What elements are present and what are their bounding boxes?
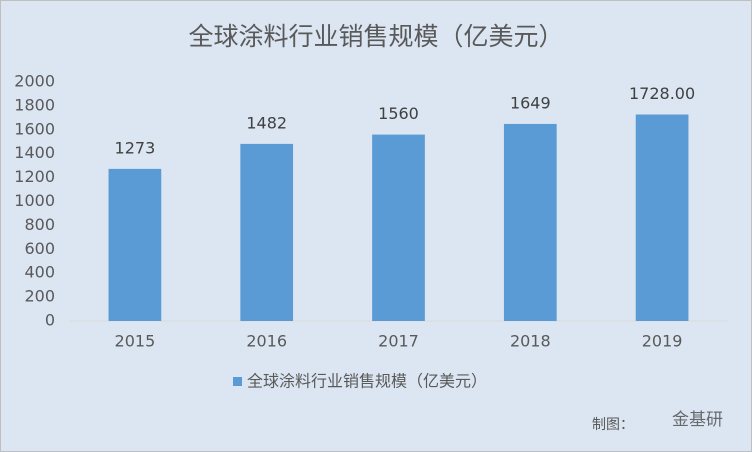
legend-label: 全球涂料行业销售规模（亿美元） [247, 372, 487, 391]
data-label: 1728.00 [629, 84, 695, 103]
x-tick-label: 2016 [246, 332, 287, 351]
y-tick-label: 800 [24, 215, 55, 234]
bar [108, 168, 162, 321]
y-tick-label: 600 [24, 239, 55, 258]
legend-swatch [233, 377, 242, 386]
y-tick-label: 1400 [14, 143, 55, 162]
bar [635, 114, 689, 321]
y-tick-label: 1600 [14, 119, 55, 138]
y-tick-label: 400 [24, 263, 55, 282]
watermark: 金基研 [672, 410, 723, 430]
data-label: 1273 [115, 138, 156, 157]
y-tick-label: 1000 [14, 191, 55, 210]
x-tick-label: 2017 [378, 332, 419, 351]
data-label: 1482 [246, 113, 287, 132]
x-tick-label: 2015 [115, 332, 156, 351]
x-tick-label: 2018 [510, 332, 551, 351]
data-label: 1560 [378, 104, 419, 123]
y-tick-label: 1800 [14, 95, 55, 114]
y-tick-label: 2000 [14, 72, 55, 91]
bar [240, 143, 294, 321]
chart-title: 全球涂料行业销售规模（亿美元） [188, 22, 563, 51]
footer: 制图： [592, 417, 634, 433]
bar [372, 134, 425, 321]
y-tick-label: 0 [45, 311, 55, 330]
y-tick-label: 200 [24, 287, 55, 306]
x-tick-label: 2019 [642, 332, 683, 351]
data-label: 1649 [510, 93, 551, 112]
bar [503, 123, 557, 321]
y-tick-label: 1200 [14, 167, 55, 186]
